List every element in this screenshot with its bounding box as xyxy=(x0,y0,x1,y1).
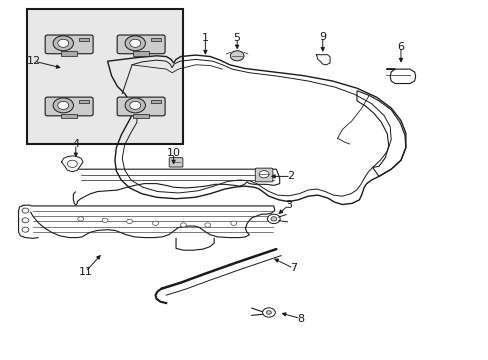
Text: 2: 2 xyxy=(287,171,294,181)
Text: 1: 1 xyxy=(202,33,208,43)
Bar xyxy=(151,37,161,41)
FancyBboxPatch shape xyxy=(117,35,165,54)
Text: 3: 3 xyxy=(285,200,291,210)
FancyBboxPatch shape xyxy=(169,158,183,167)
Bar xyxy=(79,100,88,103)
Text: 12: 12 xyxy=(27,56,41,66)
Circle shape xyxy=(129,102,141,109)
FancyBboxPatch shape xyxy=(117,97,165,116)
Text: 6: 6 xyxy=(397,42,404,52)
FancyBboxPatch shape xyxy=(45,97,93,116)
Text: 9: 9 xyxy=(319,32,325,42)
FancyBboxPatch shape xyxy=(255,168,272,182)
Circle shape xyxy=(180,223,186,227)
Bar xyxy=(133,114,149,118)
Circle shape xyxy=(259,171,268,178)
Bar xyxy=(79,37,88,41)
Text: 7: 7 xyxy=(289,263,296,273)
Text: 8: 8 xyxy=(297,314,304,324)
Circle shape xyxy=(126,219,132,224)
Circle shape xyxy=(22,218,29,223)
Circle shape xyxy=(262,308,275,317)
Bar xyxy=(151,100,161,103)
Bar xyxy=(61,51,77,56)
Text: 4: 4 xyxy=(72,139,79,149)
Circle shape xyxy=(152,221,158,225)
Bar xyxy=(61,114,77,118)
Text: 11: 11 xyxy=(79,267,92,277)
Circle shape xyxy=(78,217,83,221)
Circle shape xyxy=(53,36,73,51)
Circle shape xyxy=(22,227,29,232)
Circle shape xyxy=(125,98,145,113)
Circle shape xyxy=(102,218,108,222)
Circle shape xyxy=(267,214,280,224)
Circle shape xyxy=(53,98,73,113)
Bar xyxy=(133,51,149,56)
Text: 10: 10 xyxy=(166,148,180,158)
Circle shape xyxy=(58,39,69,47)
Circle shape xyxy=(230,51,244,61)
Circle shape xyxy=(204,223,210,227)
Circle shape xyxy=(67,160,77,167)
Bar xyxy=(27,9,183,144)
Circle shape xyxy=(129,39,141,47)
Circle shape xyxy=(230,221,236,225)
Circle shape xyxy=(266,311,271,314)
Circle shape xyxy=(58,102,69,109)
Circle shape xyxy=(22,208,29,213)
FancyBboxPatch shape xyxy=(45,35,93,54)
Text: 5: 5 xyxy=(233,33,240,43)
Circle shape xyxy=(125,36,145,51)
Circle shape xyxy=(270,217,276,221)
